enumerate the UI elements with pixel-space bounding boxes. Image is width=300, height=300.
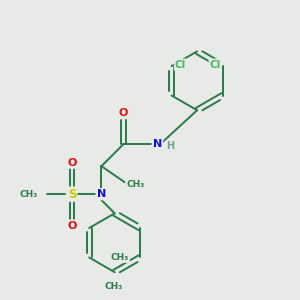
Text: N: N [153, 139, 162, 149]
Text: Cl: Cl [210, 60, 221, 70]
Text: S: S [68, 188, 76, 201]
Text: CH₃: CH₃ [104, 282, 122, 291]
Text: H: H [166, 142, 174, 152]
Text: Cl: Cl [175, 60, 186, 70]
Text: CH₃: CH₃ [126, 180, 144, 189]
Text: O: O [67, 221, 77, 231]
Text: CH₃: CH₃ [20, 190, 38, 199]
Text: O: O [119, 108, 128, 118]
Text: O: O [67, 158, 77, 168]
Text: CH₃: CH₃ [111, 253, 129, 262]
Text: N: N [97, 189, 106, 199]
